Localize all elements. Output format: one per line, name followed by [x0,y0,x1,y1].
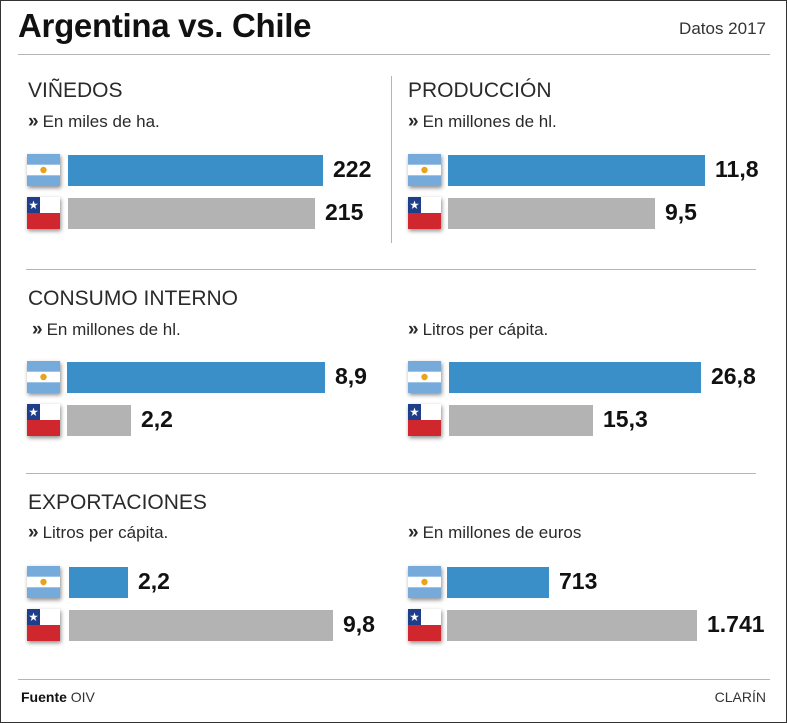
bar-chile [67,405,131,436]
value-label-argentina: 222 [333,156,372,182]
value-label-argentina: 11,8 [715,156,759,182]
chile-flag-icon [408,404,441,436]
bar-argentina [447,567,549,598]
chile-flag-icon [27,404,60,436]
page-title: Argentina vs. Chile [18,7,312,44]
argentina-flag-icon [27,566,60,598]
unit-label: » Litros per cápita. [408,319,548,341]
unit-label: » Litros per cápita. [28,522,168,544]
value-label-chile: 9,8 [343,611,375,637]
value-label-argentina: 8,9 [335,363,367,389]
column-divider [391,76,392,243]
unit-text: Litros per cápita. [422,320,549,339]
unit-label: » En millones de hl. [408,111,557,133]
argentina-flag-icon [27,154,60,186]
unit-text: Litros per cápita. [42,523,169,542]
value-label-chile: 1.741 [707,611,765,637]
bar-chile [449,405,593,436]
unit-text: En millones de euros [422,523,582,542]
bar-chile [69,610,333,641]
bar-argentina [448,155,705,186]
section-title-exportaciones: EXPORTACIONES [28,491,207,514]
unit-text: En millones de hl. [46,320,181,339]
chile-flag-icon [27,197,60,229]
chevron-icon: » [32,319,43,340]
source-value: OIV [70,689,95,705]
argentina-flag-icon [408,154,441,186]
source-note: Fuente OIV [21,689,95,705]
unit-label: » En miles de ha. [28,111,160,133]
source-label: Fuente [21,689,67,705]
chile-flag-icon [408,197,441,229]
header-divider [18,54,770,55]
value-label-chile: 2,2 [141,406,173,432]
bar-chile [68,198,315,229]
bar-argentina [69,567,128,598]
unit-label: » En millones de hl. [32,319,181,341]
chile-flag-icon [408,609,441,641]
chile-flag-icon [27,609,60,641]
chevron-icon: » [28,111,39,132]
section-divider-1 [26,269,756,270]
section-divider-2 [26,473,756,474]
chevron-icon: » [408,319,419,340]
bar-argentina [449,362,701,393]
value-label-chile: 9,5 [665,199,697,225]
value-label-chile: 215 [325,199,364,225]
chevron-icon: » [28,522,39,543]
chevron-icon: » [408,111,419,132]
value-label-chile: 15,3 [603,406,648,432]
footer-divider [18,679,770,680]
unit-text: En miles de ha. [42,112,160,131]
unit-text: En millones de hl. [422,112,557,131]
page-subtitle: Datos 2017 [679,19,766,38]
bar-argentina [68,155,323,186]
bar-chile [447,610,697,641]
argentina-flag-icon [408,566,441,598]
unit-label: » En millones de euros [408,522,581,544]
argentina-flag-icon [27,361,60,393]
bar-chile [448,198,655,229]
value-label-argentina: 2,2 [138,568,170,594]
value-label-argentina: 26,8 [711,363,756,389]
brand-credit: CLARÍN [714,689,766,705]
bar-argentina [67,362,325,393]
section-title-consumo: CONSUMO INTERNO [28,287,238,310]
value-label-argentina: 713 [559,568,598,594]
argentina-flag-icon [408,361,441,393]
section-title-produccion: PRODUCCIÓN [408,79,552,102]
chevron-icon: » [408,522,419,543]
section-title-vinedos: VIÑEDOS [28,79,123,102]
